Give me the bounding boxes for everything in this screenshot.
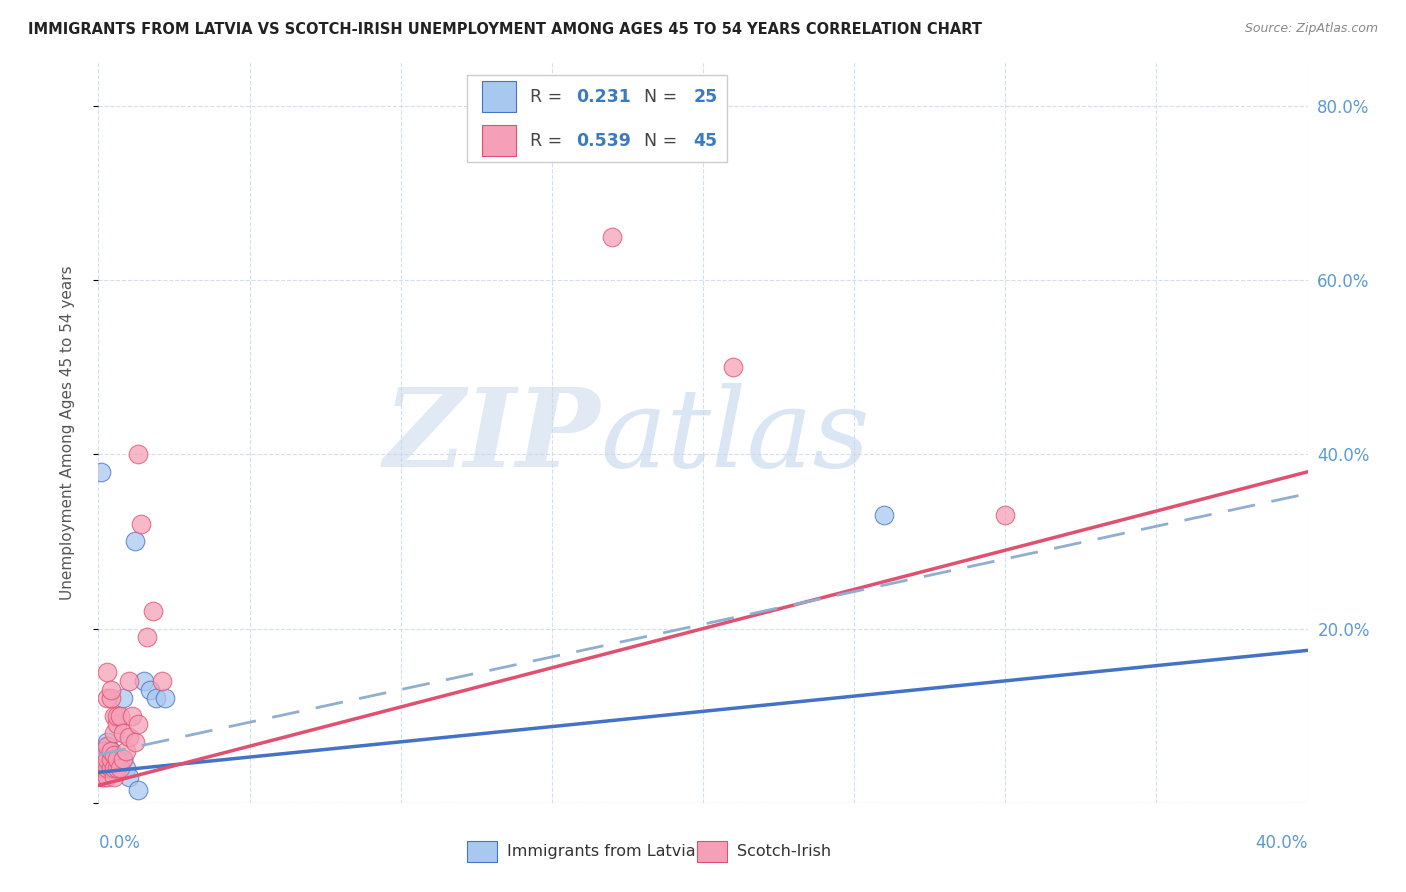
Point [129, 517, 152, 532]
Point [93, 756, 115, 771]
Point [145, 691, 167, 706]
Point [103, 708, 125, 723]
Point [96, 752, 118, 766]
Point [105, 752, 128, 766]
Text: 0.231: 0.231 [576, 88, 631, 106]
FancyBboxPatch shape [697, 841, 727, 862]
Point [90, 770, 112, 784]
Point [100, 752, 122, 766]
Point [153, 691, 176, 706]
Point [108, 708, 131, 723]
Text: 45: 45 [693, 131, 717, 150]
Point [111, 752, 134, 766]
Point [93, 770, 115, 784]
Point [121, 708, 143, 723]
Point [114, 761, 136, 775]
Point [142, 604, 165, 618]
Point [93, 743, 115, 757]
Point [994, 508, 1017, 523]
Point [108, 761, 131, 775]
Text: Immigrants from Latvia: Immigrants from Latvia [508, 844, 696, 859]
FancyBboxPatch shape [482, 81, 516, 112]
Point [105, 765, 128, 780]
FancyBboxPatch shape [467, 841, 498, 862]
Point [100, 743, 122, 757]
Point [127, 447, 149, 461]
Point [96, 691, 118, 706]
Point [108, 761, 131, 775]
Text: 40.0%: 40.0% [1256, 834, 1308, 852]
Text: IMMIGRANTS FROM LATVIA VS SCOTCH-IRISH UNEMPLOYMENT AMONG AGES 45 TO 54 YEARS CO: IMMIGRANTS FROM LATVIA VS SCOTCH-IRISH U… [28, 22, 983, 37]
Text: Source: ZipAtlas.com: Source: ZipAtlas.com [1244, 22, 1378, 36]
Point [103, 747, 125, 762]
Text: Scotch-Irish: Scotch-Irish [737, 844, 831, 859]
Point [111, 726, 134, 740]
Y-axis label: Unemployment Among Ages 45 to 54 years: Unemployment Among Ages 45 to 54 years [60, 265, 75, 600]
Point [118, 731, 141, 745]
Point [118, 673, 141, 688]
Point [100, 761, 122, 775]
Text: ZIP: ZIP [384, 383, 600, 490]
Point [103, 761, 125, 775]
Point [96, 739, 118, 754]
Point [105, 752, 128, 766]
Text: 0.0%: 0.0% [98, 834, 141, 852]
Point [105, 708, 128, 723]
Point [135, 630, 157, 644]
Point [127, 782, 149, 797]
Point [873, 508, 896, 523]
Point [96, 770, 118, 784]
Text: R =: R = [530, 131, 568, 150]
Point [111, 752, 134, 766]
Point [723, 360, 745, 375]
Point [96, 739, 118, 754]
Point [103, 756, 125, 771]
Point [124, 735, 146, 749]
Point [150, 673, 173, 688]
Text: N =: N = [633, 88, 683, 106]
Point [103, 770, 125, 784]
Point [90, 761, 112, 775]
Point [114, 743, 136, 757]
Point [100, 743, 122, 757]
Point [103, 726, 125, 740]
Point [96, 747, 118, 762]
Point [90, 752, 112, 766]
Text: 25: 25 [693, 88, 717, 106]
Point [602, 229, 624, 244]
Point [90, 465, 112, 479]
Point [127, 717, 149, 731]
Point [96, 665, 118, 680]
Point [93, 752, 115, 766]
Point [124, 534, 146, 549]
Point [100, 682, 122, 697]
Text: R =: R = [530, 88, 568, 106]
Point [100, 691, 122, 706]
FancyBboxPatch shape [482, 125, 516, 156]
Point [93, 743, 115, 757]
FancyBboxPatch shape [467, 75, 727, 162]
Text: atlas: atlas [600, 383, 870, 490]
Point [118, 770, 141, 784]
Text: 0.539: 0.539 [576, 131, 631, 150]
Point [132, 673, 155, 688]
Point [111, 691, 134, 706]
Point [105, 717, 128, 731]
Point [93, 752, 115, 766]
Point [96, 735, 118, 749]
Point [100, 752, 122, 766]
Text: N =: N = [633, 131, 683, 150]
Point [103, 761, 125, 775]
Point [96, 761, 118, 775]
Point [105, 761, 128, 775]
Point [93, 761, 115, 775]
Point [139, 682, 162, 697]
